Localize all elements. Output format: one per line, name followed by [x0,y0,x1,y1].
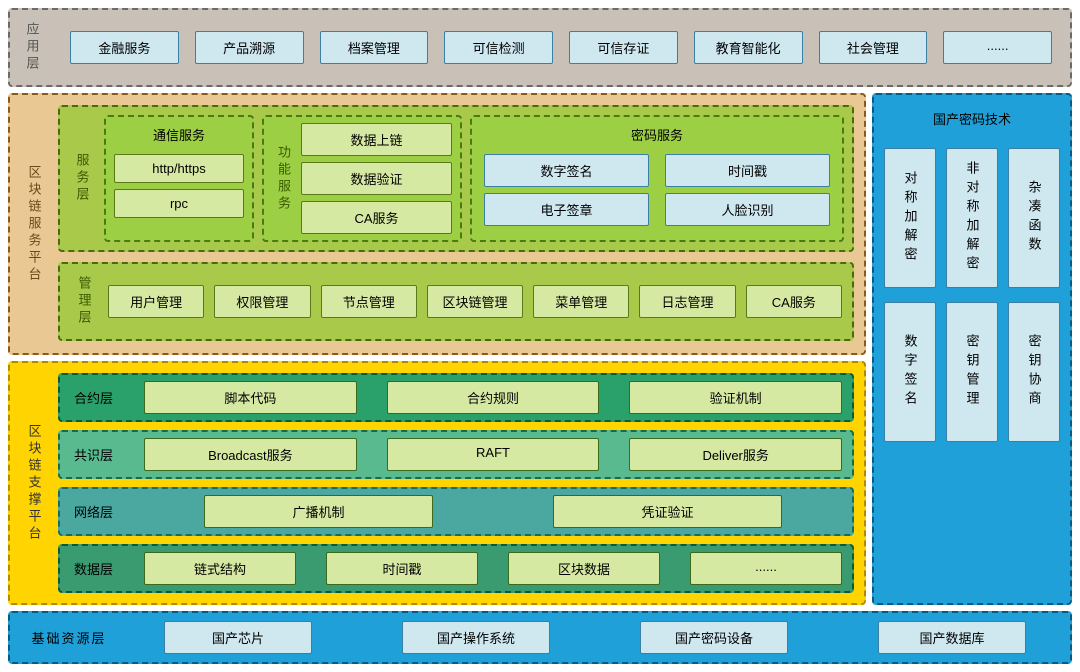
chip: 可信检测 [444,31,553,64]
crypto-tech-title: 国产密码技术 [884,105,1060,134]
chip-tall: 非对称加解密 [946,148,998,288]
application-items: 金融服务产品溯源档案管理可信检测可信存证教育智能化社会管理...... [60,31,1062,64]
chip: 用户管理 [108,285,204,318]
chip: 凭证验证 [553,495,782,528]
chip: CA服务 [746,285,842,318]
chip: ...... [943,31,1052,64]
chip: 链式结构 [144,552,296,585]
support-row-label: 合约层 [70,388,130,407]
chip: 验证机制 [629,381,842,414]
chip-tall: 杂凑函数 [1008,148,1060,288]
chip: 教育智能化 [694,31,803,64]
support-row: 合约层脚本代码合约规则验证机制 [58,373,854,422]
chip: Broadcast服务 [144,438,357,471]
chip: 节点管理 [321,285,417,318]
chip: CA服务 [301,201,452,234]
comm-title: 通信服务 [114,123,244,148]
management-label: 管理层 [70,272,98,331]
support-row-label: 数据层 [70,559,130,578]
support-row-label: 共识层 [70,445,130,464]
base-resource-layer: 基础资源层 国产芯片 国产操作系统 国产密码设备 国产数据库 [8,611,1072,664]
chip: ...... [690,552,842,585]
func-label: 功能服务 [272,123,295,234]
application-layer-label: 应用层 [18,18,46,77]
crypto-tech-row1: 对称加解密非对称加解密杂凑函数 [884,148,1060,288]
func-service-group: 功能服务 数据上链数据验证 CA服务 [262,115,462,242]
support-row-label: 网络层 [70,502,130,521]
management-layer: 管理层 用户管理权限管理节点管理区块链管理菜单管理日志管理 CA服务 [58,262,854,341]
comm-service-group: 通信服务 http/https rpc [104,115,254,242]
service-platform-label: 区块链服务平台 [20,105,48,343]
base-items: 国产芯片 国产操作系统 国产密码设备 国产数据库 [134,621,1056,654]
chip: 可信存证 [569,31,678,64]
crypto-tech-panel: 国产密码技术 对称加解密非对称加解密杂凑函数 数字签名密钥管理密钥协商 [872,93,1072,605]
chip-tall: 密钥管理 [946,302,998,442]
chip: 菜单管理 [533,285,629,318]
chip-tall: 数字签名 [884,302,936,442]
chip: 数据验证 [301,162,452,195]
chip: http/https [114,154,244,183]
chip: 时间戳 [665,154,830,187]
chip: 日志管理 [639,285,735,318]
chip: 脚本代码 [144,381,357,414]
chip: 数据上链 [301,123,452,156]
chip: 合约规则 [387,381,600,414]
application-layer: 应用层 金融服务产品溯源档案管理可信检测可信存证教育智能化社会管理...... [8,8,1072,87]
crypto-service-group: 密码服务 数字签名时间戳电子签章人脸识别 [470,115,844,242]
chip: 时间戳 [326,552,478,585]
chip: 国产操作系统 [402,621,550,654]
service-platform: 区块链服务平台 服务层 通信服务 http/https rpc 功能服务 数据上链… [8,93,866,355]
chip: 金融服务 [70,31,179,64]
chip: 档案管理 [320,31,429,64]
chip: RAFT [387,438,600,471]
chip: 数字签名 [484,154,649,187]
support-label: 区块链支撑平台 [20,373,48,593]
crypto-tech-row2: 数字签名密钥管理密钥协商 [884,302,1060,442]
chip: 社会管理 [819,31,928,64]
chip: 区块链管理 [427,285,523,318]
chip-tall: 对称加解密 [884,148,936,288]
support-row: 共识层 Broadcast服务 RAFT Deliver服务 [58,430,854,479]
chip: 国产芯片 [164,621,312,654]
support-platform: 区块链支撑平台合约层脚本代码合约规则验证机制共识层Broadcast服务RAFT… [8,361,866,605]
chip: 权限管理 [214,285,310,318]
chip: 产品溯源 [195,31,304,64]
chip: 国产数据库 [878,621,1026,654]
chip: Deliver服务 [629,438,842,471]
management-items: 用户管理权限管理节点管理区块链管理菜单管理日志管理 CA服务 [108,285,842,318]
chip: 区块数据 [508,552,660,585]
support-row: 网络层 广播机制 凭证验证 [58,487,854,536]
chip-tall: 密钥协商 [1008,302,1060,442]
chip: rpc [114,189,244,218]
chip: 广播机制 [204,495,433,528]
crypto-title: 密码服务 [480,123,834,148]
chip: 国产密码设备 [640,621,788,654]
chip: 电子签章 [484,193,649,226]
service-layer: 服务层 通信服务 http/https rpc 功能服务 数据上链数据验证 CA服务… [58,105,854,252]
support-row: 数据层链式结构时间戳区块数据...... [58,544,854,593]
base-label: 基础资源层 [24,628,114,647]
chip: 人脸识别 [665,193,830,226]
service-layer-label: 服务层 [68,115,96,242]
middle-row: 区块链服务平台 服务层 通信服务 http/https rpc 功能服务 数据上链… [8,93,1072,605]
